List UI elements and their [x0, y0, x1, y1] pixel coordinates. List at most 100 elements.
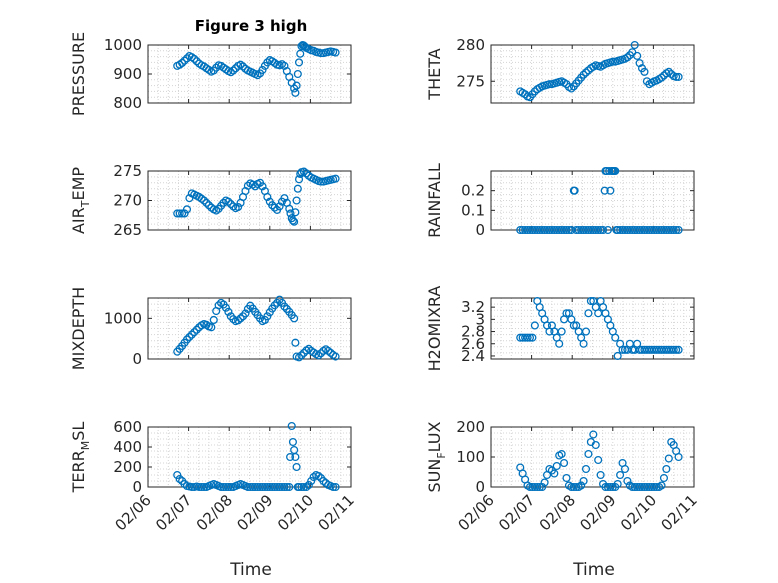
subplot-theta: 275 280 THETA	[425, 36, 695, 104]
data-point	[659, 473, 669, 483]
data-point	[657, 73, 666, 82]
data-point	[234, 202, 243, 212]
x-tick-label: 02/06	[455, 491, 498, 534]
data-point	[263, 312, 272, 321]
data-point	[581, 464, 591, 474]
y-tick-label: 3.2	[461, 298, 485, 316]
y-tick-label: 2.4	[461, 347, 485, 365]
data-point	[623, 53, 632, 62]
data-point	[280, 194, 289, 203]
data-point	[581, 68, 591, 77]
x-tick-label: 02/09	[233, 491, 276, 534]
x-axis-label-left: Time	[229, 560, 272, 580]
data-point	[674, 345, 683, 354]
data-point	[662, 464, 671, 474]
y-tick-label: 275	[456, 72, 485, 90]
data-point	[623, 476, 632, 486]
data-point	[302, 482, 311, 492]
data-point	[234, 316, 243, 325]
data-point	[238, 62, 248, 71]
plot-frame	[147, 297, 352, 360]
data-point	[190, 328, 199, 337]
data-point	[579, 476, 588, 486]
data-point	[545, 80, 554, 89]
data-point	[562, 225, 571, 235]
data-point	[618, 345, 627, 354]
y-tick-label: 1000	[104, 309, 142, 327]
data-point	[288, 216, 297, 225]
y-tick-label: 800	[113, 94, 142, 112]
data-point	[594, 225, 603, 235]
data-point	[672, 225, 681, 235]
data-point	[535, 482, 544, 492]
data-point	[292, 462, 301, 472]
data-point	[286, 209, 295, 218]
series-markers	[516, 166, 683, 235]
data-point	[299, 348, 308, 357]
data-point	[674, 452, 683, 462]
data-point	[285, 482, 294, 492]
data-point	[657, 481, 666, 490]
data-point	[221, 303, 231, 312]
y-tick-label: 0	[132, 478, 142, 496]
data-point	[331, 48, 340, 57]
data-point	[572, 482, 581, 492]
data-point	[209, 315, 218, 325]
plot-frame	[490, 44, 695, 104]
data-point	[291, 208, 300, 217]
y-tick-label: 265	[113, 221, 142, 239]
data-point	[236, 314, 245, 323]
data-point	[175, 209, 184, 218]
y-tick-label: 200	[456, 418, 485, 436]
data-point	[581, 327, 591, 336]
data-point	[606, 186, 615, 195]
x-tick-label: 02/09	[576, 491, 619, 534]
data-point	[672, 345, 681, 354]
data-point	[299, 482, 308, 492]
data-point	[525, 333, 535, 342]
data-point	[292, 81, 301, 90]
data-point	[557, 449, 566, 459]
data-point	[530, 321, 539, 330]
data-point	[182, 335, 192, 344]
data-point	[314, 471, 323, 481]
x-tick-label: 02/10	[617, 491, 660, 534]
data-point	[555, 339, 564, 348]
data-point	[268, 201, 277, 210]
data-point	[533, 482, 542, 492]
data-point	[296, 49, 305, 58]
data-point	[630, 40, 639, 50]
data-point	[294, 353, 304, 362]
data-point	[613, 479, 622, 489]
data-point	[229, 66, 238, 75]
data-point	[286, 452, 295, 462]
data-point	[650, 482, 659, 492]
data-point	[316, 49, 326, 58]
data-point	[287, 421, 296, 431]
y-axis-label: SUNFLUX	[425, 421, 448, 492]
data-point	[224, 197, 233, 206]
data-point	[606, 482, 615, 492]
data-point	[207, 323, 216, 332]
data-point	[241, 309, 250, 318]
data-point	[214, 301, 223, 310]
data-point	[620, 464, 630, 474]
data-point	[199, 196, 209, 205]
y-axis-label: THETA	[425, 48, 444, 100]
data-point	[669, 225, 678, 235]
y-axis-label: TERRMSL	[69, 422, 92, 494]
data-point	[178, 209, 187, 218]
data-point	[275, 202, 284, 211]
data-point	[674, 225, 683, 235]
data-point	[664, 67, 673, 76]
data-point	[570, 186, 579, 195]
data-point	[567, 84, 576, 93]
y-tick-label: 280	[456, 36, 485, 54]
y-tick-label: 0	[132, 350, 142, 368]
data-point	[329, 482, 338, 492]
data-point	[672, 72, 681, 81]
data-point	[307, 476, 316, 486]
data-point	[280, 482, 289, 492]
data-point	[173, 470, 182, 480]
y-tick-label: 0.2	[461, 182, 485, 200]
